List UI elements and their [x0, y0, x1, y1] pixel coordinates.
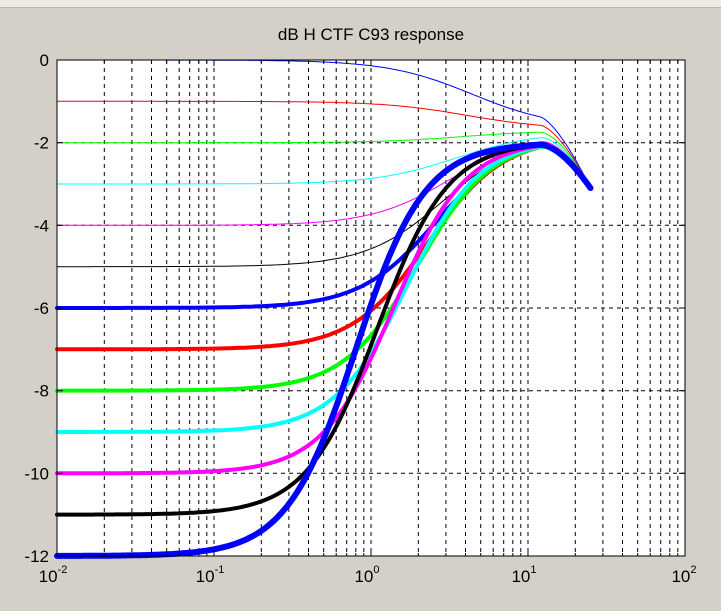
chart-title: dB H CTF C93 response [278, 25, 464, 44]
series-line-12 [54, 141, 594, 559]
x-tick-label: 10-2 [39, 564, 68, 586]
tick-marks [57, 59, 685, 557]
x-tick-label: 10-1 [196, 564, 225, 586]
y-tick-label: -2 [34, 134, 49, 153]
window-top-strip [0, 0, 721, 8]
y-tick-label: -4 [34, 216, 49, 235]
y-tick-label: 0 [40, 51, 49, 70]
series-line-3 [56, 137, 591, 189]
series-line-2 [56, 131, 591, 189]
series-line-11 [55, 143, 593, 517]
series-line-1 [56, 100, 591, 189]
series-layer [54, 59, 594, 559]
series-line-8 [55, 144, 593, 393]
y-tick-label: -8 [34, 382, 49, 401]
y-tick-label: -12 [24, 547, 49, 566]
x-tick-label: 101 [511, 564, 536, 586]
x-tick-label: 100 [354, 564, 379, 586]
x-tick-label: 102 [671, 564, 696, 586]
y-tick-label: -10 [24, 464, 49, 483]
series-line-9 [55, 144, 593, 434]
y-tick-label: -6 [34, 299, 49, 318]
